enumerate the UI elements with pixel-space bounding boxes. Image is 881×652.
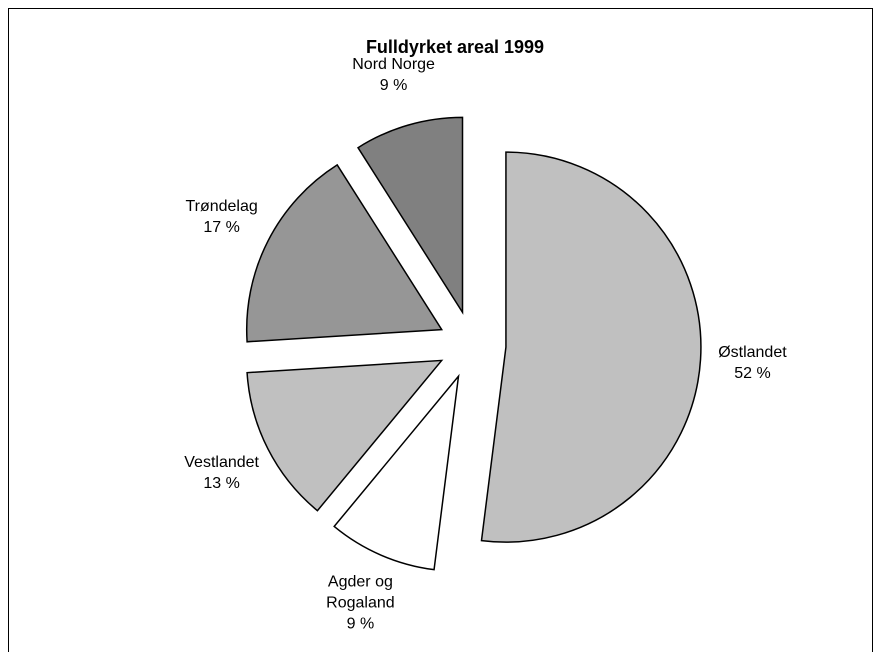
slice-value: 52 % — [734, 364, 771, 382]
slice-name: Østlandet — [718, 343, 787, 361]
slice-name: Vestlandet — [184, 453, 259, 471]
pie-slice — [356, 116, 464, 315]
pie-slice — [333, 373, 460, 571]
pie-slice — [480, 151, 702, 543]
slice-label: Nord Norge 9 % — [339, 54, 449, 96]
slice-value: 17 % — [203, 219, 240, 237]
slice-name: Trøndelag — [185, 198, 258, 216]
chart-title: Fulldyrket areal 1999 — [366, 37, 544, 57]
pie-slice — [245, 163, 444, 343]
slice-label: Østlandet 52 % — [697, 342, 807, 384]
slice-name: Nord Norge — [352, 56, 435, 74]
pie-slice — [246, 359, 444, 512]
slice-name: Agder og Rogaland — [326, 573, 395, 612]
slice-label: Vestlandet 13 % — [167, 452, 277, 494]
slice-label: Agder og Rogaland 9 % — [305, 571, 415, 634]
slice-value: 13 % — [203, 474, 240, 492]
slice-value: 9 % — [379, 77, 408, 95]
slice-label: Trøndelag 17 % — [167, 196, 277, 238]
slice-value: 9 % — [346, 615, 375, 633]
